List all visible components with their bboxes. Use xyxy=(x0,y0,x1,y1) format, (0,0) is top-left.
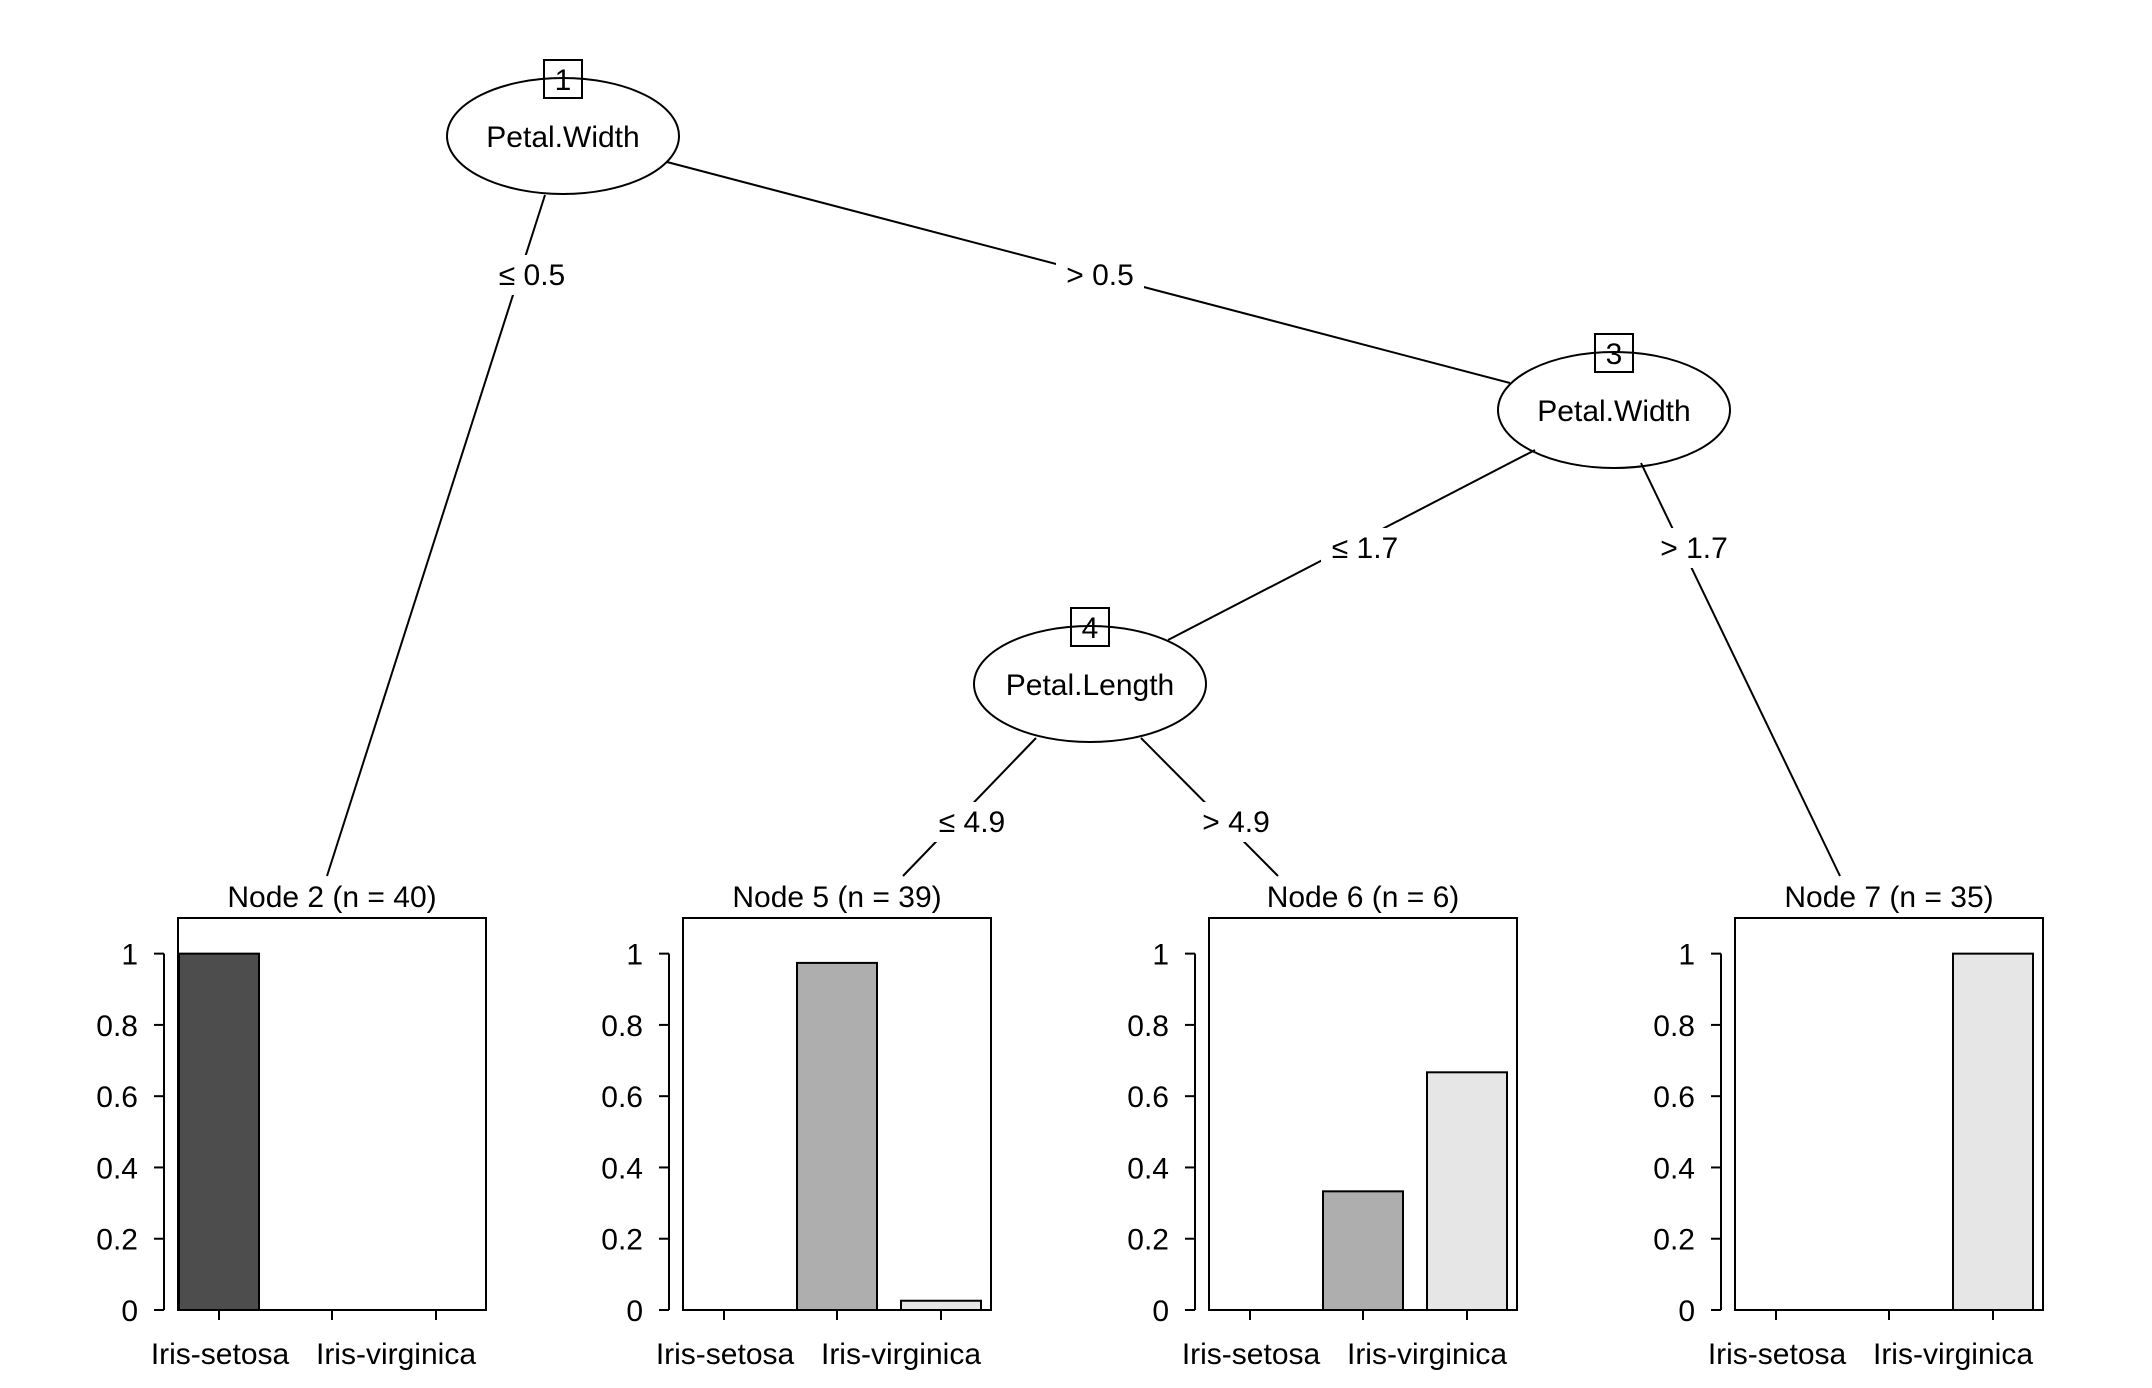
y-tick-label: 1 xyxy=(1678,939,1695,972)
y-tick-label: 0.4 xyxy=(96,1152,138,1185)
edge-labels: ≤ 0.5 > 0.5 ≤ 1.7 > 1.7 ≤ 4.9 > 4.9 xyxy=(488,255,1738,842)
inner-node-3: Petal.Width 3 xyxy=(1497,333,1731,469)
y-tick-label: 0.2 xyxy=(601,1224,643,1257)
terminal-node-panel: Node 5 (n = 39) 0 0.2 0.4 0.6 0.8 1 Iris-setosa… xyxy=(601,881,992,1371)
y-tick-label: 0.4 xyxy=(1653,1152,1695,1185)
y-tick-label: 1 xyxy=(121,939,138,972)
y-tick-label: 1 xyxy=(1152,939,1169,972)
inner-node-4: Petal.Length 4 xyxy=(973,607,1207,743)
panel-title: Node 7 (n = 35) xyxy=(1784,881,1993,914)
edge-label-4-5: ≤ 4.9 xyxy=(939,806,1006,839)
x-category-label: Iris-setosa xyxy=(1182,1338,1321,1371)
y-tick-label: 0.8 xyxy=(601,1010,643,1043)
y-tick-label: 0.6 xyxy=(1127,1081,1169,1114)
bar-iris-virginica xyxy=(900,1299,982,1311)
terminal-node-panel: Node 2 (n = 40) 0 0.2 0.4 0.6 0.8 1 Iris-setosa… xyxy=(96,881,487,1371)
terminal-node-panel: Node 7 (n = 35) 0 0.2 0.4 0.6 0.8 1 Iris-setosa… xyxy=(1653,881,2044,1371)
x-category-label: Iris-virginica xyxy=(316,1338,476,1371)
y-tick-label: 0 xyxy=(121,1295,138,1328)
y-tick-label: 0 xyxy=(1152,1295,1169,1328)
x-category-label: Iris-setosa xyxy=(151,1338,290,1371)
node-variable-label: Petal.Width xyxy=(486,121,639,154)
node-ellipse xyxy=(446,77,680,195)
y-tick-label: 0.8 xyxy=(96,1010,138,1043)
node-id-box xyxy=(543,59,583,99)
y-tick-label: 0.2 xyxy=(96,1224,138,1257)
node-variable-label: Petal.Width xyxy=(1537,395,1690,428)
x-category-label: Iris-virginica xyxy=(1347,1338,1507,1371)
y-tick-label: 0 xyxy=(1678,1295,1695,1328)
x-category-label: Iris-setosa xyxy=(1708,1338,1847,1371)
node-variable-label: Petal.Length xyxy=(1006,669,1174,702)
y-tick-label: 0.8 xyxy=(1653,1010,1695,1043)
node-id-label: 1 xyxy=(555,64,572,97)
bar-iris-virginica xyxy=(1426,1071,1508,1311)
y-tick-label: 0.4 xyxy=(601,1152,643,1185)
edge-label-3-4: ≤ 1.7 xyxy=(1332,532,1399,565)
bar-iris-virginica xyxy=(1952,952,2034,1311)
x-category-label: Iris-virginica xyxy=(821,1338,981,1371)
edge-3-7 xyxy=(1640,462,1841,877)
y-tick-label: 0.2 xyxy=(1653,1224,1695,1257)
node-id-box xyxy=(1070,607,1110,647)
y-tick-label: 0.8 xyxy=(1127,1010,1169,1043)
y-tick-label: 0.6 xyxy=(601,1081,643,1114)
inner-node-1: Petal.Width 1 xyxy=(446,59,680,195)
x-category-label: Iris-setosa xyxy=(656,1338,795,1371)
y-tick-label: 0.2 xyxy=(1127,1224,1169,1257)
node-ellipse xyxy=(1497,351,1731,469)
y-tick-label: 0.6 xyxy=(96,1081,138,1114)
terminal-node-panel: Node 6 (n = 6) 0 0.2 0.4 0.6 0.8 1 Iris-setosa I… xyxy=(1127,881,1518,1371)
node-ellipse xyxy=(973,625,1207,743)
y-tick-label: 0 xyxy=(626,1295,643,1328)
y-tick-label: 1 xyxy=(626,939,643,972)
node-id-label: 3 xyxy=(1606,338,1623,371)
edge-label-3-7: > 1.7 xyxy=(1660,532,1728,565)
panel-title: Node 6 (n = 6) xyxy=(1267,881,1460,914)
node-id-label: 4 xyxy=(1082,612,1099,645)
x-category-label: Iris-virginica xyxy=(1873,1338,2033,1371)
y-tick-label: 0.6 xyxy=(1653,1081,1695,1114)
panel-title: Node 5 (n = 39) xyxy=(732,881,941,914)
panel-title: Node 2 (n = 40) xyxy=(227,881,436,914)
node-id-box xyxy=(1594,333,1634,373)
edge-label-1-2: ≤ 0.5 xyxy=(499,259,566,292)
y-tick-label: 0.4 xyxy=(1127,1152,1169,1185)
bar-iris-versicolor xyxy=(796,961,878,1311)
bar-iris-versicolor xyxy=(1322,1190,1404,1312)
bar-iris-setosa xyxy=(178,952,260,1311)
edge-label-1-3: > 0.5 xyxy=(1066,259,1134,292)
terminal-panels: Node 2 (n = 40) 0 0.2 0.4 0.6 0.8 1 Iris-setosa… xyxy=(96,881,2044,1371)
edge-label-4-6: > 4.9 xyxy=(1202,806,1270,839)
edge-1-2 xyxy=(326,194,546,877)
